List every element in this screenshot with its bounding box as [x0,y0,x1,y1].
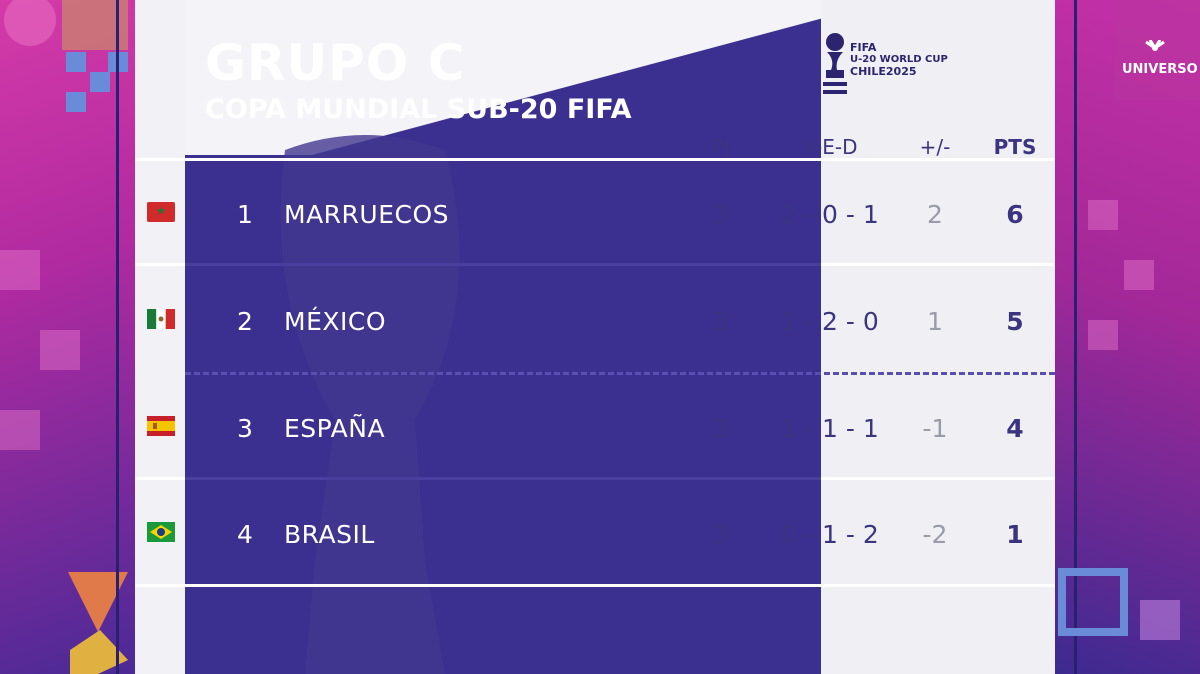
position-number: 2 [237,307,253,336]
column-header-gd: +/- [919,135,951,159]
points-value: 5 [1006,307,1024,336]
column-header-pj: PJ [712,135,730,159]
wdl-value: 0 - 1 - 2 [781,520,879,549]
column-header-ved: V-E-D [802,135,858,159]
points-value: 6 [1006,200,1024,229]
peacock-logo-icon [1145,40,1165,51]
left-decor-shapes [0,0,128,674]
team-name: MÉXICO [284,307,386,336]
goal-diff-value: 1 [927,307,943,336]
standings-row: 4 BRASIL 3 0 - 1 - 2 -2 1 [135,480,1055,584]
competition-subtitle: COPA MUNDIAL SUB-20 FIFA [205,94,632,125]
standings-row: 2 MÉXICO 3 1 - 2 - 0 1 5 [135,267,1055,371]
wdl-value: 1 - 1 - 1 [781,414,879,443]
stats-column-background [821,0,1055,674]
left-background-pattern [0,0,135,674]
played-value: 3 [713,520,729,549]
team-column-background [185,0,821,674]
standings-row: 3 ESPAÑA 3 1 - 1 - 1 -1 4 [135,374,1055,478]
wdl-value: 1 - 2 - 0 [781,307,879,336]
row-separator [185,477,821,480]
trophy-watermark-icon [280,135,460,674]
morocco-flag-icon [147,202,175,222]
right-background-pattern [1054,0,1200,674]
position-number: 4 [237,520,253,549]
goal-diff-value: -2 [922,520,948,549]
row-separator [135,584,1055,587]
played-value: 3 [713,414,729,443]
points-value: 1 [1006,520,1024,549]
logo-u20: U-20 WORLD CUP [850,54,948,65]
spain-flag-icon [147,416,175,436]
u20-world-cup-trophy-icon [823,33,847,94]
broadcaster-name: UNIVERSO [1122,62,1198,77]
row-separator [135,158,1055,161]
row-separator [185,263,821,266]
brazil-flag-icon [147,522,175,542]
team-name: MARRUECOS [284,200,450,229]
logo-chile: CHILE2025 [850,65,917,78]
tournament-logo-text: FIFA U-20 WORLD CUP CHILE2025 [850,42,948,78]
team-name: BRASIL [284,520,375,549]
standings-panel: GRUPO C COPA MUNDIAL SUB-20 FIFA FIFA U-… [135,0,1055,674]
group-title: GRUPO C [205,34,466,92]
points-value: 4 [1006,414,1024,443]
played-value: 3 [713,200,729,229]
wdl-value: 2 - 0 - 1 [781,200,879,229]
goal-diff-value: 2 [927,200,943,229]
goal-diff-value: -1 [922,414,948,443]
logo-fifa: FIFA [850,41,877,54]
position-number: 1 [237,200,253,229]
mexico-flag-icon [147,309,175,329]
column-header-pts: PTS [993,135,1037,159]
header-background [185,0,821,155]
qualification-cutoff-line [185,372,1055,375]
position-number: 3 [237,414,253,443]
standings-row: 1 MARRUECOS 3 2 - 0 - 1 2 6 [135,160,1055,264]
team-name: ESPAÑA [284,414,386,443]
played-value: 3 [713,307,729,336]
right-decor-shapes [1058,0,1200,674]
